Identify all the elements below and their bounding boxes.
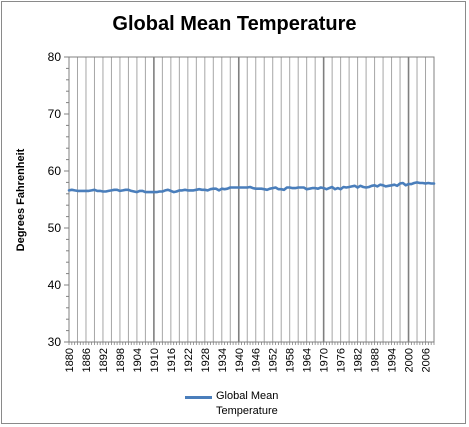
y-tick-label: 70 [48,107,62,121]
x-tick-label: 1958 [285,348,297,372]
x-tick-label: 1892 [98,348,110,372]
x-tick-label: 1910 [149,348,161,372]
y-tick-label: 40 [48,278,62,292]
y-tick-label: 50 [48,221,62,235]
x-tick-label: 1916 [166,348,178,372]
y-tick-label: 60 [48,164,62,178]
series-line [67,181,436,194]
legend: Global Mean Temperature [185,389,295,421]
x-tick-label: 1928 [200,348,212,372]
x-tick-label: 1880 [64,348,76,372]
legend-label: Global Mean Temperature [216,390,279,417]
x-tick-label: 1922 [183,348,195,372]
x-tick-label: 1904 [132,348,144,372]
x-tick-label: 1934 [217,348,229,372]
x-tick-label: 1994 [387,348,399,372]
x-tick-label: 1970 [319,348,331,372]
x-tick-label: 1946 [251,348,263,372]
plot-border [68,56,435,343]
chart-title: Global Mean Temperature [112,13,357,35]
x-tick-label: 2000 [404,348,416,372]
y-tick-label: 80 [48,50,62,64]
x-tick-label: 1964 [302,348,314,372]
x-tick-label: 1988 [370,348,382,372]
x-tick-label: 1886 [81,348,93,372]
x-tick-label: 1976 [336,348,348,372]
x-tick-label: 1982 [353,348,365,372]
x-tick-label: 1898 [115,348,127,372]
x-tick-label: 1940 [234,348,246,372]
y-tick-label: 30 [48,335,62,349]
legend-line-swatch [185,396,212,399]
x-tick-label: 2006 [421,348,433,372]
x-tick-label: 1952 [268,348,280,372]
